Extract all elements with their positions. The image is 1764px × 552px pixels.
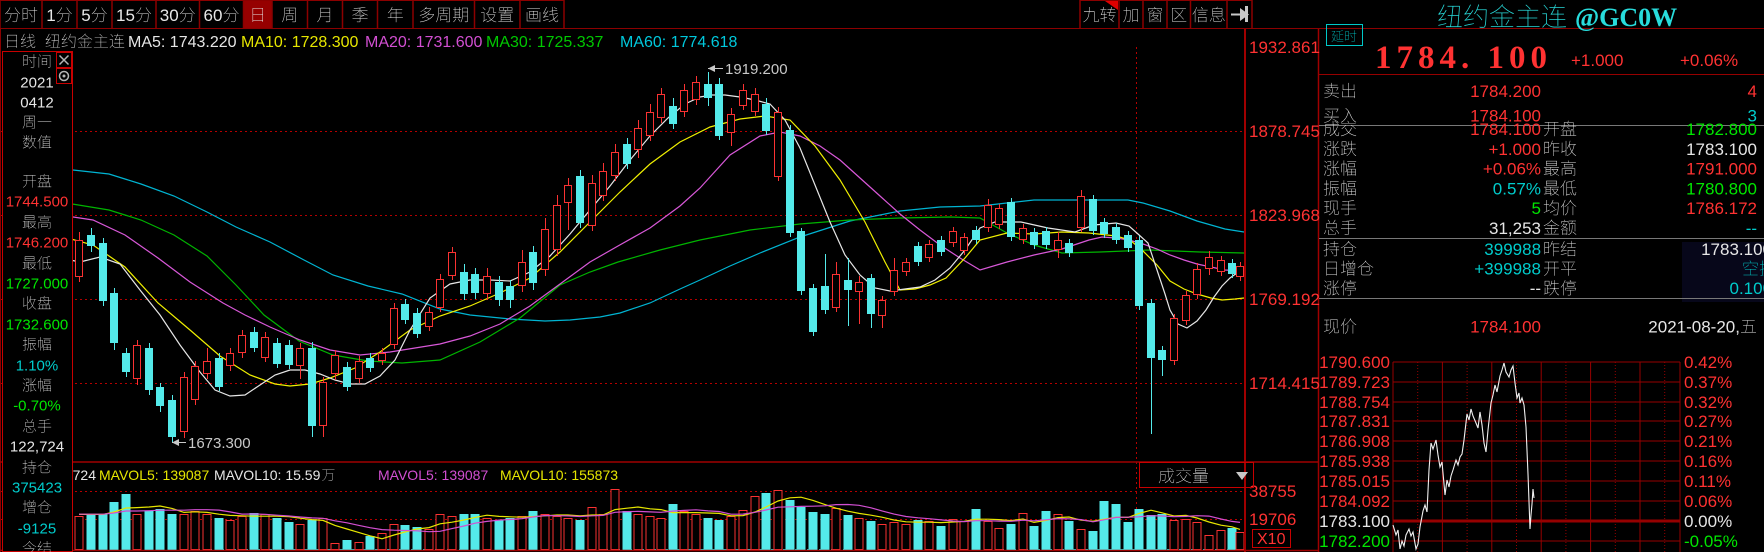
svg-text:--: --	[1746, 219, 1757, 238]
svg-text:2021-08-20,: 2021-08-20,	[1648, 318, 1740, 337]
svg-text:1: 1	[46, 6, 55, 25]
svg-text:1823.968: 1823.968	[1249, 206, 1320, 225]
svg-text:0.27%: 0.27%	[1684, 412, 1732, 431]
svg-text:1784.100: 1784.100	[1470, 120, 1541, 139]
svg-text:0.11%: 0.11%	[1684, 472, 1731, 491]
svg-text:1783.100: 1783.100	[1686, 140, 1757, 159]
svg-text:--: --	[1530, 279, 1541, 298]
svg-text:1783.100: 1783.100	[1701, 240, 1764, 259]
svg-text:0.42%: 0.42%	[1684, 353, 1732, 372]
svg-text:+1.000: +1.000	[1489, 140, 1541, 159]
svg-text:MA20: 1731.600: MA20: 1731.600	[365, 34, 483, 51]
svg-text:1785.938: 1785.938	[1319, 452, 1390, 471]
svg-text:375423: 375423	[12, 480, 62, 497]
svg-text:1673.300: 1673.300	[188, 435, 251, 452]
svg-text:0.00%: 0.00%	[1684, 512, 1732, 531]
svg-text:MAVOL5: 139087: MAVOL5: 139087	[99, 467, 209, 483]
svg-text:1791.000: 1791.000	[1686, 160, 1757, 179]
svg-text:1782.800: 1782.800	[1686, 120, 1757, 139]
svg-text:MA60: 1774.618: MA60: 1774.618	[620, 34, 738, 51]
svg-text:1714.415: 1714.415	[1249, 374, 1320, 393]
svg-text:0.06%: 0.06%	[1684, 492, 1732, 511]
svg-text:0412: 0412	[20, 95, 53, 112]
svg-text:1784.100: 1784.100	[1470, 318, 1541, 337]
svg-text:1786.908: 1786.908	[1319, 432, 1390, 451]
svg-text:+1.000: +1.000	[1571, 51, 1623, 70]
svg-text:5: 5	[81, 6, 90, 25]
svg-text:1.10%: 1.10%	[16, 358, 59, 375]
svg-text:1744.500: 1744.500	[6, 194, 69, 211]
svg-text:0.16%: 0.16%	[1684, 452, 1732, 471]
svg-text:MAVOL10: 15.59: MAVOL10: 15.59	[214, 467, 321, 483]
svg-text:0.57%: 0.57%	[1493, 179, 1541, 198]
svg-text:1784.100: 1784.100	[1470, 107, 1541, 126]
svg-text:1786.172: 1786.172	[1686, 199, 1757, 218]
svg-text:1783.100: 1783.100	[1319, 512, 1390, 531]
svg-text:1769.192: 1769.192	[1249, 290, 1320, 309]
svg-text:60: 60	[204, 6, 223, 25]
svg-text:1784. 100: 1784. 100	[1375, 40, 1552, 76]
svg-text:1789.723: 1789.723	[1319, 373, 1390, 392]
svg-text:0.37%: 0.37%	[1684, 373, 1732, 392]
svg-text:MAVOL10: 155873: MAVOL10: 155873	[500, 467, 618, 483]
svg-text:1787.831: 1787.831	[1319, 412, 1390, 431]
svg-text:@GC0W: @GC0W	[1575, 3, 1677, 32]
svg-text:38755: 38755	[1249, 482, 1296, 501]
svg-text:MA5: 1743.220: MA5: 1743.220	[128, 34, 237, 51]
svg-text:MA30: 1725.337: MA30: 1725.337	[486, 34, 604, 51]
svg-text:19706: 19706	[1249, 510, 1296, 529]
svg-text:1788.754: 1788.754	[1319, 393, 1390, 412]
svg-text:1785.015: 1785.015	[1319, 472, 1390, 491]
svg-text:1782.200: 1782.200	[1319, 532, 1390, 551]
svg-text:MA10: 1728.300: MA10: 1728.300	[241, 34, 359, 51]
svg-text:-0.05%: -0.05%	[1684, 532, 1738, 551]
svg-text:1919.200: 1919.200	[725, 61, 788, 78]
svg-text:-9125: -9125	[18, 521, 56, 538]
svg-text:1732.600: 1732.600	[6, 317, 69, 334]
svg-text:0.32%: 0.32%	[1684, 393, 1732, 412]
svg-text:0.100: 0.100	[1730, 279, 1764, 298]
svg-text:1727.000: 1727.000	[6, 276, 69, 293]
svg-text:2021: 2021	[20, 75, 53, 92]
svg-text:1784.200: 1784.200	[1470, 82, 1541, 101]
svg-text:0.21%: 0.21%	[1684, 432, 1732, 451]
svg-text:MAVOL5: 139087: MAVOL5: 139087	[378, 467, 488, 483]
svg-text:4: 4	[1748, 82, 1757, 101]
svg-text:31,253: 31,253	[1489, 219, 1541, 238]
svg-text:-0.70%: -0.70%	[13, 398, 61, 415]
svg-text:+0.06%: +0.06%	[1680, 51, 1738, 70]
svg-text:1780.800: 1780.800	[1686, 179, 1757, 198]
svg-text:1746.200: 1746.200	[6, 235, 69, 252]
svg-text:30: 30	[160, 6, 179, 25]
svg-text:1784.092: 1784.092	[1319, 492, 1390, 511]
svg-text:5: 5	[1532, 199, 1541, 218]
svg-text:+399988: +399988	[1474, 260, 1541, 279]
svg-text:122,724: 122,724	[10, 439, 64, 456]
svg-text:X10: X10	[1257, 531, 1286, 548]
svg-text:1878.745: 1878.745	[1249, 122, 1320, 141]
svg-text:15: 15	[116, 6, 135, 25]
svg-text:3: 3	[1748, 107, 1757, 126]
svg-text:1790.600: 1790.600	[1319, 353, 1390, 372]
svg-text:1932.861: 1932.861	[1249, 38, 1320, 57]
svg-text:399988: 399988	[1484, 240, 1541, 259]
svg-text:+0.06%: +0.06%	[1483, 160, 1541, 179]
